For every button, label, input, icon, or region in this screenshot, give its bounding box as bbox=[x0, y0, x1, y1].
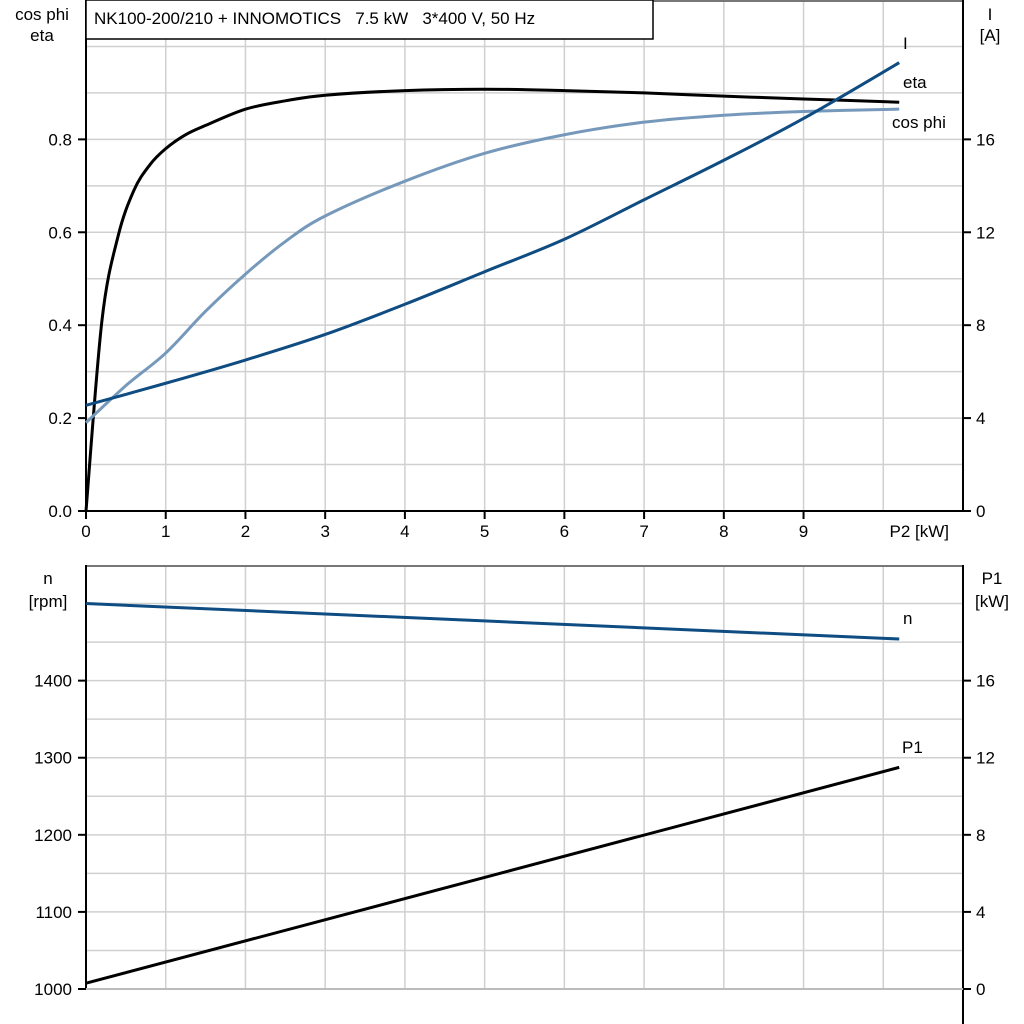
y-right-axis-label: P1 bbox=[982, 569, 1003, 588]
series-line-P1 bbox=[85, 765, 900, 985]
y-left-tick-label: 1200 bbox=[34, 826, 72, 845]
title-box bbox=[85, 0, 654, 40]
series-label-n: n bbox=[903, 609, 912, 628]
series-label-I: I bbox=[903, 34, 908, 53]
series-line-cos-phi bbox=[84, 107, 900, 424]
panel-0 bbox=[78, 0, 971, 519]
y-right-tick-label: 16 bbox=[976, 672, 995, 691]
y-right-tick-label: 8 bbox=[976, 826, 985, 845]
y-right-tick-label: 12 bbox=[976, 749, 995, 768]
y-left-tick-label: 0.6 bbox=[48, 223, 72, 242]
y-right-tick-label: 8 bbox=[976, 316, 985, 335]
chart-title: NK100-200/210 + INNOMOTICS 7.5 kW 3*400 … bbox=[94, 9, 535, 28]
y-right-tick-label: 0 bbox=[976, 502, 985, 521]
x-tick-label: 8 bbox=[719, 522, 728, 541]
series-label-eta: eta bbox=[903, 73, 927, 92]
y-left-tick-label: 1400 bbox=[34, 672, 72, 691]
y-left-tick-label: 1300 bbox=[34, 749, 72, 768]
series-label-cos-phi: cos phi bbox=[892, 113, 946, 132]
y-left-axis-label: eta bbox=[30, 26, 54, 45]
x-tick-label: 4 bbox=[400, 522, 409, 541]
y-right-tick-label: 0 bbox=[976, 980, 985, 999]
panel-1 bbox=[78, 565, 971, 1024]
y-left-tick-label: 1100 bbox=[35, 903, 72, 922]
y-left-tick-label: 0.8 bbox=[48, 130, 72, 149]
series-line-n bbox=[85, 602, 900, 641]
x-tick-label: 9 bbox=[799, 522, 808, 541]
x-tick-label: 1 bbox=[161, 522, 170, 541]
y-left-axis-label: cos phi bbox=[15, 5, 69, 24]
y-left-axis-label: [rpm] bbox=[29, 592, 68, 611]
y-right-axis-label: [A] bbox=[980, 26, 1001, 45]
x-tick-label: 6 bbox=[560, 522, 569, 541]
x-tick-label: 2 bbox=[241, 522, 250, 541]
x-tick-label: 3 bbox=[320, 522, 329, 541]
y-right-tick-label: 4 bbox=[976, 409, 985, 428]
y-right-tick-label: 4 bbox=[976, 903, 985, 922]
x-tick-label: 5 bbox=[480, 522, 489, 541]
y-left-tick-label: 1000 bbox=[34, 980, 72, 999]
x-tick-label: 0 bbox=[81, 522, 90, 541]
y-left-tick-label: 0.2 bbox=[48, 409, 72, 428]
series-line-eta bbox=[84, 87, 900, 512]
y-right-tick-label: 12 bbox=[976, 223, 995, 242]
series-line-I bbox=[85, 61, 900, 407]
y-left-tick-label: 0.4 bbox=[48, 316, 72, 335]
y-left-tick-label: 0.0 bbox=[48, 502, 72, 521]
x-axis-label: P2 [kW] bbox=[890, 522, 950, 541]
x-tick-label: 7 bbox=[639, 522, 648, 541]
y-right-tick-label: 16 bbox=[976, 130, 995, 149]
y-left-axis-label: n bbox=[43, 569, 52, 588]
y-right-axis-label: I bbox=[988, 5, 993, 24]
series-label-P1: P1 bbox=[902, 738, 923, 757]
y-right-axis-label: [kW] bbox=[975, 592, 1009, 611]
